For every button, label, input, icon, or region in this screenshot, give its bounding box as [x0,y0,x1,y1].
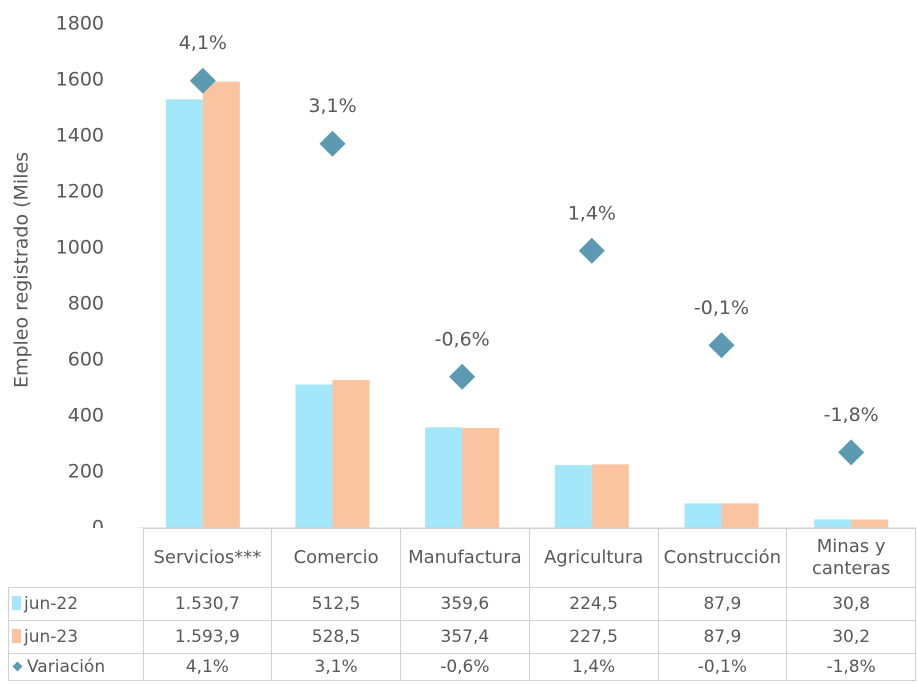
category-label: Construcción [657,528,788,588]
table-value: 87,9 [657,620,788,654]
data-label: -1,8% [824,404,879,426]
category-label: Servicios*** [142,528,273,588]
bar [425,427,463,528]
y-tick-label: 600 [68,349,104,371]
bar [332,380,370,528]
table-value: -0,1% [657,653,788,681]
table-value: 227,5 [528,620,659,654]
data-label: -0,6% [435,328,490,350]
data-label: -0,1% [694,297,749,319]
bar [165,99,203,528]
data-label: 3,1% [308,95,356,117]
bar [591,464,629,528]
table-value: 528,5 [271,620,401,654]
variation-marker [708,332,735,359]
bar [295,384,333,528]
bar [202,81,240,528]
table-value: -1,8% [786,653,916,681]
table-value: 3,1% [271,653,401,681]
legend-entry: Variación [8,653,144,681]
category-label: Minas y canteras [786,528,916,588]
variation-marker [189,67,216,94]
y-tick-label: 1000 [56,237,104,259]
table-value: 4,1% [142,653,273,681]
table-value: 87,9 [657,587,788,621]
legend-key [12,661,23,671]
y-tick-label: 800 [68,293,104,315]
y-tick-label: 0 [92,517,104,529]
category-label: Manufactura [400,528,530,588]
category-label: Agricultura [528,528,659,588]
category-label: Comercio [271,528,401,588]
data-table: Servicios*** Comercio Manufactura Agricultu… [8,528,916,681]
bar [554,465,592,528]
legend-label: Variación [27,657,106,677]
bar [721,503,759,528]
bar [851,519,889,528]
legend-label: jun-22 [24,594,79,614]
variation-marker [319,130,346,157]
data-label: 1,4% [568,202,616,224]
y-tick-label: 1200 [56,181,104,203]
y-tick-label: 400 [68,405,104,427]
y-axis-label: Empleo registrado (Miles [11,152,33,388]
variation-marker [578,237,605,264]
variation-marker [449,363,476,390]
y-tick-label: 200 [68,461,104,483]
y-tick-label: 1600 [56,69,104,91]
table-value: 30,8 [786,587,916,621]
table-value: 512,5 [271,587,401,621]
table-value: 357,4 [400,620,530,654]
table-value: 1,4% [528,653,659,681]
table-value: 1.593,9 [142,620,273,654]
data-label: 4,1% [179,32,227,54]
bar [462,427,500,528]
table-corner [8,528,144,588]
bar [684,503,722,528]
y-tick-label: 1400 [56,125,104,147]
bar [814,519,852,528]
variation-marker [838,439,865,466]
legend-entry: jun-23 [8,620,144,654]
legend-key [12,596,21,610]
chart: Empleo registrado (Miles 0 200 400 600 800 10… [11,13,916,529]
legend-entry: jun-22 [8,587,144,621]
table-value: 30,2 [786,620,916,654]
y-tick-label: 1800 [56,13,104,35]
table-value: 359,6 [400,587,530,621]
table-value: -0,6% [400,653,530,681]
table-value: 224,5 [528,587,659,621]
legend-label: jun-23 [24,627,79,647]
legend-key [12,629,21,643]
table-value: 1.530,7 [142,587,273,621]
